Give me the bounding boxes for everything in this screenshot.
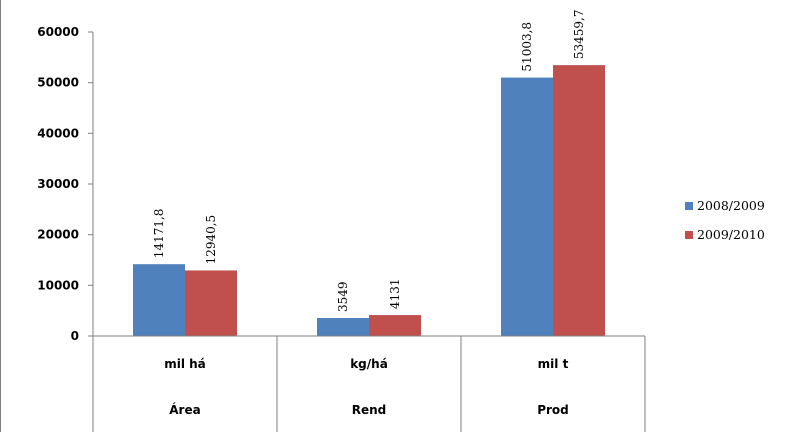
y-tick-label: 30000 xyxy=(37,177,79,191)
y-tick-label: 40000 xyxy=(37,126,79,140)
y-tick-label: 0 xyxy=(71,329,79,343)
data-label: 12940,5 xyxy=(204,215,218,265)
bar xyxy=(553,65,605,337)
category-name-label: Área xyxy=(169,402,200,417)
data-label: 53459,7 xyxy=(572,10,586,60)
legend-label: 2008/2009 xyxy=(697,198,765,213)
legend-swatch xyxy=(685,231,693,239)
legend: 2008/2009 2009/2010 xyxy=(685,198,765,242)
y-tick-label: 50000 xyxy=(37,76,79,90)
bars-group xyxy=(133,65,605,337)
data-labels-group: 14171,8 12940,5 3549 4131 51003,8 53459,7 xyxy=(152,10,586,313)
y-tick-label: 20000 xyxy=(37,228,79,242)
bar xyxy=(317,318,369,336)
y-axis: 0 10000 20000 30000 40000 50000 60000 xyxy=(37,25,94,343)
legend-swatch xyxy=(685,202,693,210)
category-name-label: Rend xyxy=(352,403,387,417)
bar xyxy=(185,270,237,336)
bar xyxy=(369,315,421,336)
category-name-label: Prod xyxy=(537,403,569,417)
data-label: 14171,8 xyxy=(152,209,166,259)
x-axis: mil há Área kg/há Rend mil t Prod xyxy=(92,335,646,432)
category-unit-label: kg/há xyxy=(350,357,388,371)
y-tick-label: 10000 xyxy=(37,278,79,292)
data-label: 3549 xyxy=(336,281,350,312)
data-label: 51003,8 xyxy=(520,22,534,72)
bar xyxy=(133,264,185,336)
bar xyxy=(501,77,553,336)
data-label: 4131 xyxy=(388,279,402,310)
category-unit-label: mil t xyxy=(538,357,569,371)
category-unit-label: mil há xyxy=(164,357,206,371)
y-tick-label: 60000 xyxy=(37,25,79,39)
legend-label: 2009/2010 xyxy=(697,227,765,242)
